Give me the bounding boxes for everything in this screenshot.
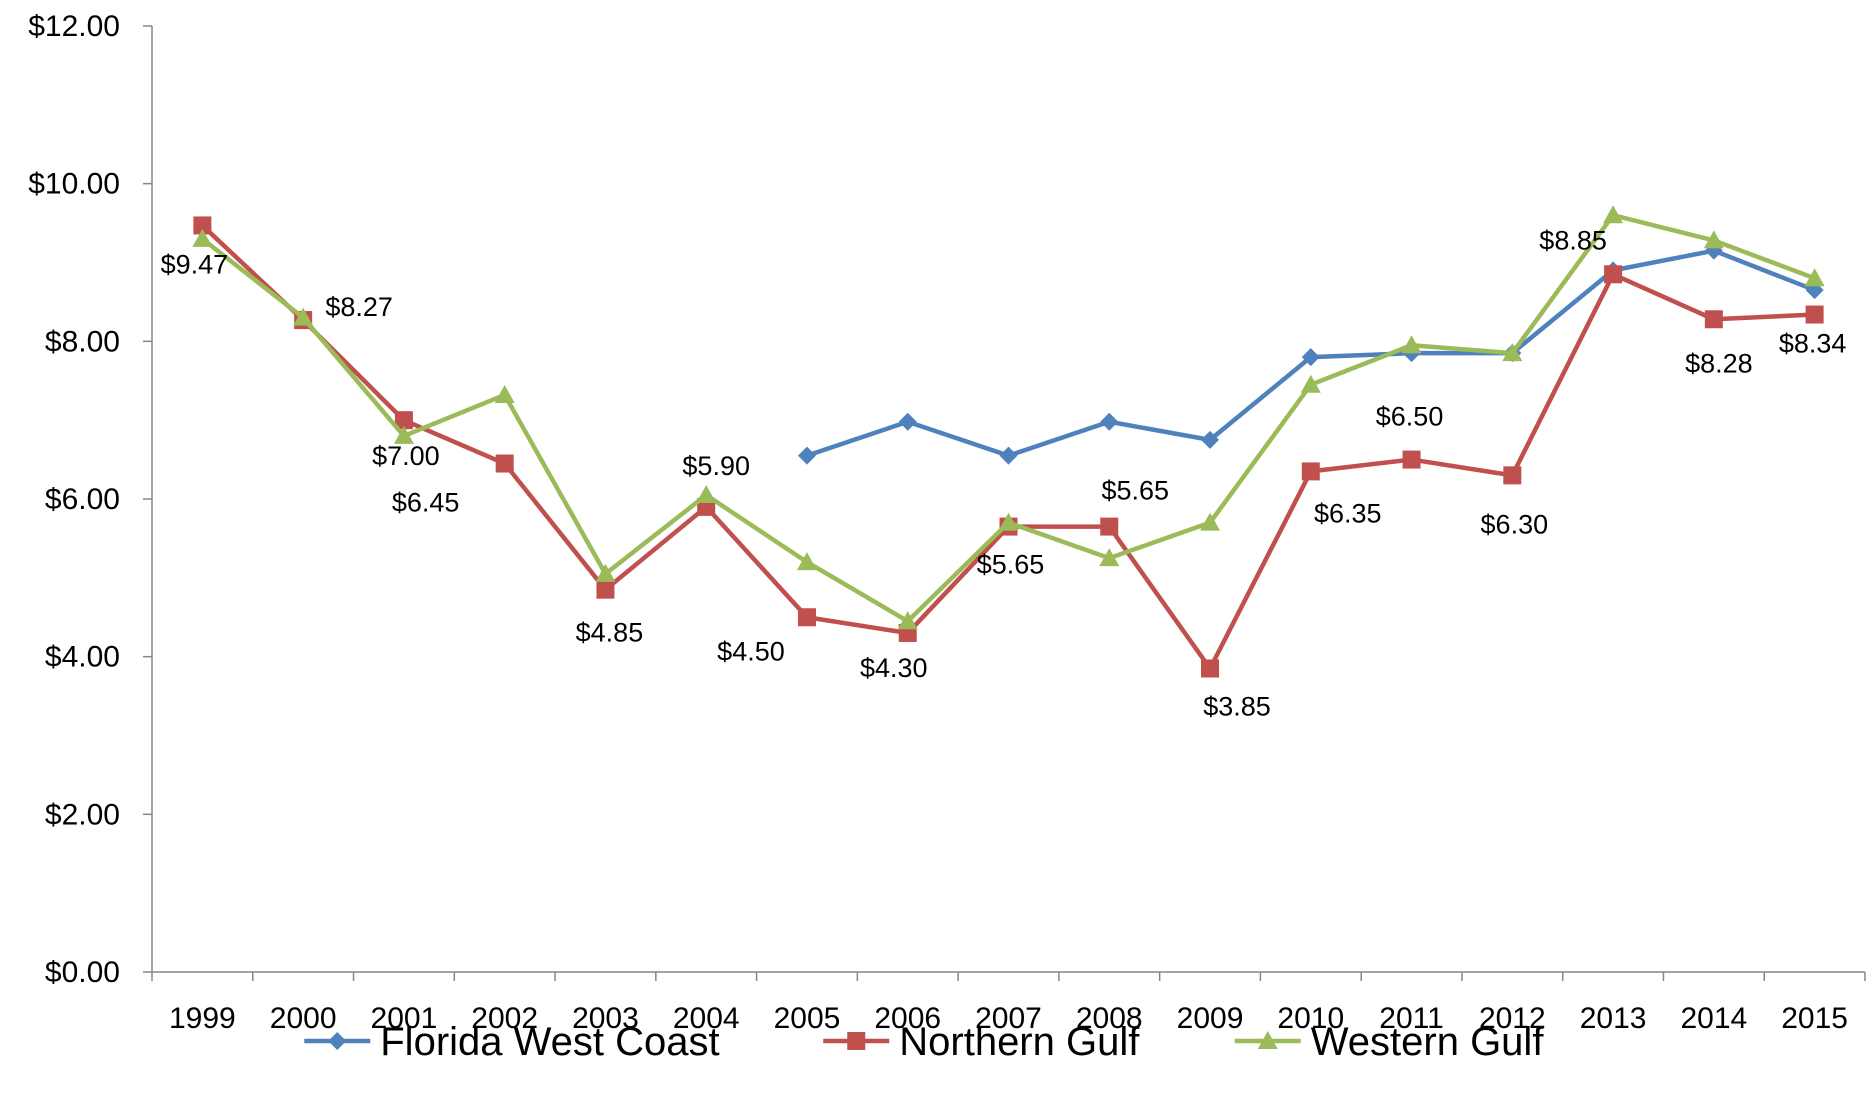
triangle-marker xyxy=(192,228,213,247)
data-label: $5.65 xyxy=(977,550,1045,580)
x-tick-label: 2008 xyxy=(1076,1002,1143,1035)
data-label: $8.28 xyxy=(1685,348,1753,378)
data-label: $8.27 xyxy=(325,292,393,322)
x-tick-label: 1999 xyxy=(169,1002,236,1035)
x-tick-label: 2009 xyxy=(1177,1002,1244,1035)
data-label: $6.35 xyxy=(1314,498,1382,528)
y-axis: $0.00 $2.00 $4.00 $6.00 $8.00 $10.00 $12.00 xyxy=(28,10,153,989)
triangle-marker xyxy=(1257,1031,1278,1049)
data-label: $4.30 xyxy=(860,653,928,683)
square-marker xyxy=(797,608,816,627)
data-label: $8.34 xyxy=(1779,329,1847,359)
diamond-marker xyxy=(1201,430,1220,449)
y-tick-label: $12.00 xyxy=(28,10,120,43)
x-tick-label: 2006 xyxy=(874,1002,941,1035)
square-marker xyxy=(1805,305,1824,324)
y-tick-label: $2.00 xyxy=(45,798,120,831)
triangle-marker xyxy=(1099,548,1120,567)
legend-label: Western Gulf xyxy=(1311,1020,1545,1064)
data-label: $6.50 xyxy=(1376,402,1444,432)
y-tick-label: $10.00 xyxy=(28,168,120,201)
y-tick-label: $4.00 xyxy=(45,641,120,674)
data-label: $8.85 xyxy=(1539,225,1607,255)
triangle-marker xyxy=(897,611,918,630)
x-tick-label: 2014 xyxy=(1680,1002,1747,1035)
triangle-marker xyxy=(998,512,1019,531)
x-tick-label: 2010 xyxy=(1277,1002,1344,1035)
triangle-marker xyxy=(1603,205,1624,224)
data-label: $5.65 xyxy=(1101,476,1169,506)
square-marker xyxy=(193,216,212,235)
data-label: $4.85 xyxy=(576,618,644,648)
x-tick-label: 2007 xyxy=(975,1002,1042,1035)
series-western-gulf xyxy=(192,205,1825,630)
square-marker xyxy=(394,411,413,430)
triangle-marker xyxy=(1804,268,1825,287)
data-label: $4.50 xyxy=(717,636,785,666)
x-tick-label: 2003 xyxy=(572,1002,639,1035)
legend: Florida West Coast Northern Gulf Western G… xyxy=(304,1020,1544,1064)
square-marker xyxy=(1201,659,1220,678)
triangle-marker xyxy=(393,425,414,444)
triangle-marker xyxy=(796,552,817,571)
square-marker xyxy=(1604,265,1623,284)
triangle-marker xyxy=(1502,343,1523,362)
series-florida-west-coast xyxy=(797,241,1824,465)
data-label: $6.45 xyxy=(392,488,460,518)
x-tick-label: 2005 xyxy=(774,1002,841,1035)
data-label: $3.85 xyxy=(1203,691,1271,721)
y-tick-label: $6.00 xyxy=(45,483,120,516)
x-tick-label: 2000 xyxy=(270,1002,337,1035)
data-labels: $9.47 $8.27 $7.00 $6.45 $4.85 $5.90 $4.50 $4.30… xyxy=(161,225,1847,721)
triangle-marker xyxy=(595,563,616,582)
x-tick-label: 2012 xyxy=(1479,1002,1546,1035)
triangle-marker xyxy=(494,384,515,403)
square-marker xyxy=(596,580,615,599)
legend-item: Florida West Coast xyxy=(304,1020,720,1064)
x-tick-label: 2004 xyxy=(673,1002,740,1035)
data-label: $7.00 xyxy=(372,441,440,471)
triangle-marker xyxy=(696,485,717,504)
diamond-marker xyxy=(1301,348,1320,367)
triangle-marker xyxy=(293,307,314,326)
square-marker xyxy=(495,454,514,473)
y-tick-label: $0.00 xyxy=(45,956,120,989)
legend-item: Western Gulf xyxy=(1234,1020,1545,1064)
x-tick-label: 2011 xyxy=(1379,1002,1444,1035)
diamond-marker xyxy=(898,412,917,431)
series-lines xyxy=(192,205,1825,678)
x-axis: 1999 2000 2001 2002 2003 2004 2005 2006 2007 2008… xyxy=(151,971,1866,1035)
square-marker xyxy=(1100,517,1119,536)
x-tick-label: 2001 xyxy=(371,1002,438,1035)
triangle-marker xyxy=(1300,374,1321,393)
x-tick-label: 2002 xyxy=(471,1002,538,1035)
triangle-marker xyxy=(1703,230,1724,249)
legend-item: Northern Gulf xyxy=(823,1020,1140,1064)
x-tick-label: 2013 xyxy=(1580,1002,1647,1035)
x-tick-label: 2015 xyxy=(1781,1002,1848,1035)
diamond-marker xyxy=(999,446,1018,465)
square-marker xyxy=(847,1032,866,1050)
square-marker xyxy=(1704,310,1723,329)
legend-label: Florida West Coast xyxy=(380,1020,719,1064)
square-marker xyxy=(1402,450,1421,469)
triangle-marker xyxy=(1401,335,1422,354)
data-label: $6.30 xyxy=(1481,509,1549,539)
data-label: $9.47 xyxy=(161,249,229,279)
diamond-marker xyxy=(1100,412,1119,431)
triangle-marker xyxy=(1200,512,1221,531)
legend-label: Northern Gulf xyxy=(899,1020,1140,1064)
square-marker xyxy=(1503,466,1522,485)
data-label: $5.90 xyxy=(682,451,750,481)
diamond-marker xyxy=(797,446,816,465)
square-marker xyxy=(1301,462,1320,481)
diamond-marker xyxy=(328,1032,347,1050)
y-tick-label: $8.00 xyxy=(45,325,120,358)
